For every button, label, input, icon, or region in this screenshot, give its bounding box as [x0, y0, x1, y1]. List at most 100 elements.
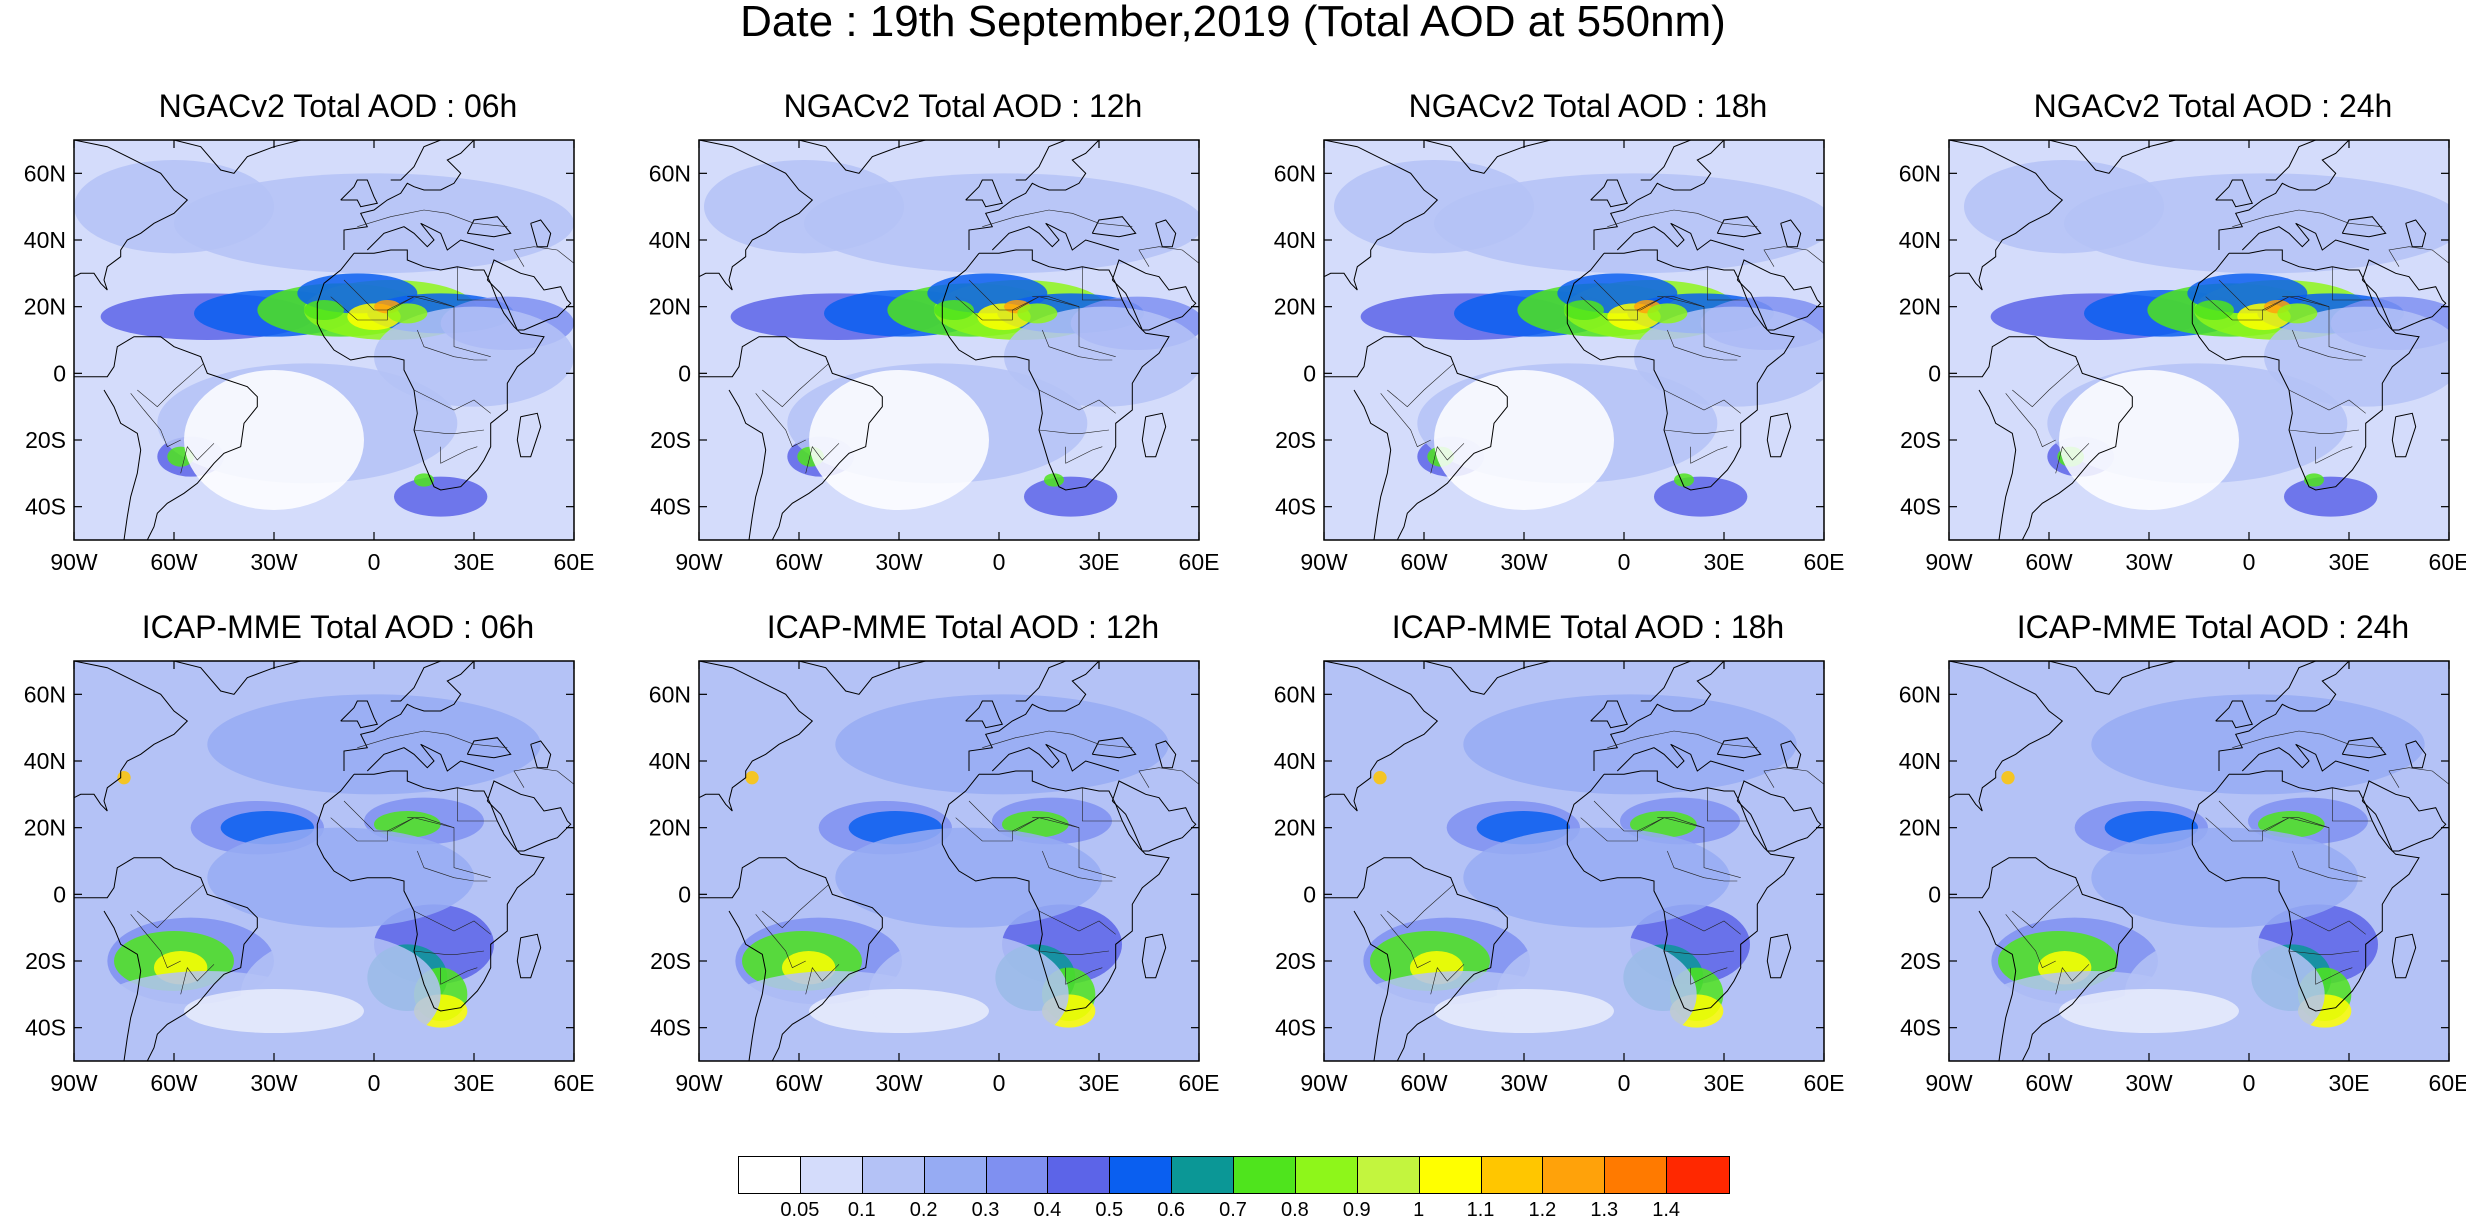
country-border	[180, 964, 215, 995]
lon-tick-label: 0	[993, 549, 1006, 575]
lat-tick-label: 40N	[1274, 227, 1316, 253]
aod-plume	[1964, 160, 2164, 254]
colorbar-swatch	[1604, 1156, 1668, 1194]
country-border	[440, 446, 478, 464]
coastline	[1155, 740, 1177, 769]
map-frame	[73, 660, 575, 1062]
country-border	[2012, 884, 2080, 929]
coastline	[1353, 910, 1392, 1061]
aod-plume	[1044, 473, 1064, 487]
country-border	[2055, 443, 2090, 474]
country-border	[1580, 817, 1741, 878]
aod-plume	[1674, 473, 1694, 487]
panel-title: NGACv2 Total AOD : 24h	[2033, 88, 2393, 124]
lon-tick-label: 0	[368, 549, 381, 575]
lon-tick-label: 60W	[1400, 549, 1448, 575]
lon-tick-label: 30W	[2125, 549, 2173, 575]
country-border	[1081, 787, 1123, 822]
panel-title: NGACv2 Total AOD : 18h	[1408, 88, 1768, 124]
colorbar-swatch	[1542, 1156, 1606, 1194]
lon-tick-label: 0	[368, 1070, 381, 1096]
map-frame	[1323, 139, 1825, 541]
panel-title: ICAP-MME Total AOD : 06h	[141, 609, 535, 645]
country-border	[357, 209, 508, 227]
country-border	[805, 964, 840, 995]
colorbar-label: 1.2	[1528, 1199, 1557, 1221]
aod-plume	[1373, 771, 1387, 785]
coastline	[530, 219, 552, 248]
country-border	[1706, 787, 1748, 822]
lat-tick-label: 20N	[1899, 294, 1941, 320]
country-border	[137, 363, 205, 408]
coastline	[699, 857, 883, 1061]
coastline	[486, 259, 572, 331]
coastline	[1324, 336, 1508, 540]
aod-plume	[1630, 811, 1697, 838]
lon-tick-label: 60E	[2429, 1070, 2466, 1096]
lon-tick-label: 30W	[250, 549, 298, 575]
aod-map: 90W 60W 30W 0 30E 60E 60N 40N 20N 0 20S 40S	[1274, 139, 1844, 575]
lon-tick-label: 60E	[1179, 549, 1220, 575]
lat-tick-label: 0	[1303, 360, 1316, 386]
lon-tick-label: 60W	[775, 1070, 823, 1096]
country-border	[755, 393, 806, 448]
aod-plume	[2091, 694, 2425, 795]
aod-plume	[835, 827, 1102, 928]
lon-tick-label: 30W	[250, 1070, 298, 1096]
aod-plume	[1647, 303, 1688, 324]
coastline	[728, 910, 767, 1061]
axis-ticks: 90W 60W 30W 0 30E 60E 60N 40N 20N 0 20S 40S	[24, 140, 594, 575]
coastline	[728, 389, 767, 540]
axis-ticks: 90W 60W 30W 0 30E 60E 60N 40N 20N 0 20S 40S	[1274, 661, 1844, 1096]
colorbar-swatch	[1418, 1156, 1482, 1194]
coastline	[1716, 216, 1762, 238]
lon-tick-label: 60W	[2025, 549, 2073, 575]
map-panel-ngac-12h: NGACv2 Total AOD : 12h 90W 60W 30W 0 30E 60E 6…	[649, 88, 1263, 628]
lon-tick-label: 30E	[1079, 1070, 1120, 1096]
coastline	[2391, 933, 2417, 979]
country-borders	[1380, 209, 1824, 474]
aod-plume	[207, 827, 475, 928]
coastline	[1766, 933, 1792, 979]
country-border	[968, 279, 1040, 311]
lat-tick-label: 20N	[649, 294, 691, 320]
map-panel-ngac-18h: NGACv2 Total AOD : 18h 90W 60W 30W 0 30E 60E 6…	[1274, 88, 1888, 628]
aod-plume	[2277, 303, 2318, 324]
coastline	[2361, 780, 2447, 852]
colorbar-label: 0.9	[1342, 1199, 1371, 1221]
clean-air-region	[809, 370, 989, 510]
coastline	[1091, 216, 1137, 238]
coastline	[390, 140, 441, 181]
lon-tick-label: 0	[1618, 549, 1631, 575]
country-border	[456, 266, 498, 301]
country-border	[1038, 910, 1116, 935]
aod-plume	[2091, 827, 2358, 928]
coastline	[74, 140, 189, 291]
lat-tick-label: 20S	[1275, 948, 1316, 974]
colorbar-swatch	[1047, 1156, 1111, 1194]
colorbar-label: 0.4	[1033, 1199, 1062, 1221]
lon-tick-label: 60E	[1179, 1070, 1220, 1096]
aod-map: 90W 60W 30W 0 30E 60E 60N 40N 20N 0 20S 40S	[24, 660, 594, 1096]
country-border	[1380, 393, 1431, 448]
coastline	[103, 389, 142, 540]
lon-tick-label: 30E	[454, 1070, 495, 1096]
lat-tick-label: 60N	[1899, 160, 1941, 186]
aod-plume	[1024, 476, 1118, 517]
country-border	[1042, 329, 1113, 361]
colorbar-swatch	[985, 1156, 1049, 1194]
coastlines	[1949, 140, 2447, 540]
lon-tick-label: 90W	[1300, 1070, 1348, 1096]
lon-tick-label: 30W	[2125, 1070, 2173, 1096]
coastline	[2241, 743, 2370, 772]
country-border	[2288, 389, 2366, 414]
aod-plume	[1004, 306, 1199, 407]
country-border	[1607, 730, 1758, 748]
lon-tick-label: 30E	[2329, 1070, 2370, 1096]
lat-tick-label: 20S	[1900, 427, 1941, 453]
coastline	[1324, 140, 1439, 291]
country-border	[1706, 266, 1748, 301]
country-border	[1663, 389, 1741, 414]
country-border	[413, 950, 485, 955]
lat-tick-label: 40N	[649, 748, 691, 774]
